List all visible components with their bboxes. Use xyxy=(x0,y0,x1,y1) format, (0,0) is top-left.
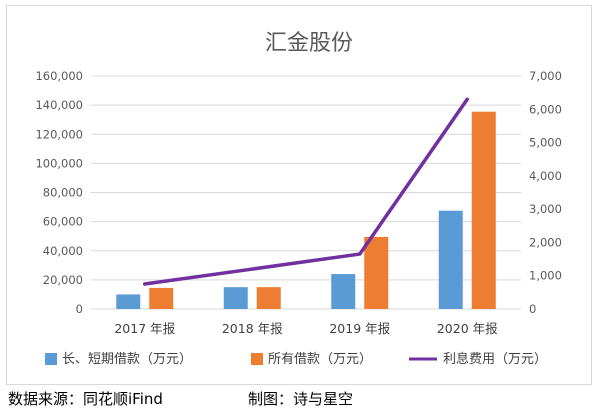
legend-all-loans-swatch xyxy=(251,353,263,365)
x-category-label: 2018 年报 xyxy=(222,321,283,336)
y-right-tick-label: 4,000 xyxy=(529,169,562,183)
y-left-tick-label: 120,000 xyxy=(35,127,83,141)
legend-short-long-loans-label: 长、短期借款（万元） xyxy=(62,352,192,367)
combo-chart: 汇金股份 0 20,000 40,000 60,000 80,000 100,000 120,… xyxy=(35,31,562,367)
data-source-note: 数据来源：同花顺iFind xyxy=(8,390,163,408)
x-category-label: 2019 年报 xyxy=(329,321,390,336)
y-right-tick-label: 7,000 xyxy=(529,69,562,83)
y-left-tick-label: 40,000 xyxy=(43,244,83,258)
legend-interest-expense-label: 利息费用（万元） xyxy=(443,351,547,367)
y-right-tick-label: 2,000 xyxy=(529,235,562,249)
y-left-tick-label: 140,000 xyxy=(35,98,83,112)
legend-all-loans-label: 所有借款（万元） xyxy=(268,352,372,367)
x-category-label: 2017 年报 xyxy=(114,321,175,336)
bar-short-long-loans xyxy=(438,210,463,309)
bar-all-loans xyxy=(256,287,281,309)
chart-frame: 汇金股份 0 20,000 40,000 60,000 80,000 100,000 120,… xyxy=(6,5,592,385)
bar-all-loans xyxy=(471,111,496,309)
y-left-tick-label: 0 xyxy=(76,302,83,316)
y-right-tick-label: 6,000 xyxy=(529,102,562,116)
y-right-tick-label: 5,000 xyxy=(529,136,562,150)
bar-short-long-loans xyxy=(116,294,141,309)
y-left-tick-label: 20,000 xyxy=(43,273,83,287)
legend-short-long-loans-swatch xyxy=(45,353,57,365)
line-interest-expense xyxy=(143,97,469,286)
bar-all-loans xyxy=(364,236,389,309)
chart-title: 汇金股份 xyxy=(265,31,353,56)
y-left-tick-label: 160,000 xyxy=(35,69,83,83)
x-category-label: 2020 年报 xyxy=(437,321,498,336)
y-right-tick-label: 3,000 xyxy=(529,202,562,216)
chart-author-note: 制图：诗与星空 xyxy=(248,390,354,408)
y-left-tick-label: 60,000 xyxy=(43,215,83,229)
y-right-tick-label: 0 xyxy=(529,302,536,316)
y-right-tick-label: 1,000 xyxy=(529,269,562,283)
y-left-tick-label: 100,000 xyxy=(35,156,83,170)
bar-short-long-loans xyxy=(331,274,356,309)
y-left-tick-label: 80,000 xyxy=(43,186,83,200)
bar-short-long-loans xyxy=(223,287,248,309)
bar-all-loans xyxy=(149,287,174,309)
